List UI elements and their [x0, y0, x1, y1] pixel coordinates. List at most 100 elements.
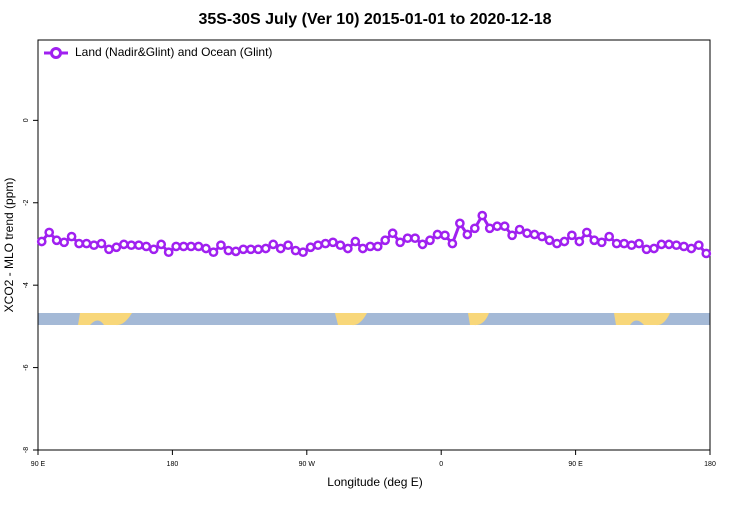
- x-tick-label: 90 E: [568, 461, 583, 468]
- x-tick-label: 90 E: [31, 461, 46, 468]
- point: [357, 243, 368, 254]
- point: [499, 221, 510, 232]
- legend: Land (Nadir&Glint) and Ocean (Glint): [44, 45, 272, 59]
- point: [432, 229, 443, 240]
- point: [641, 244, 652, 255]
- point: [395, 237, 405, 248]
- point: [163, 247, 174, 258]
- point: [455, 218, 465, 229]
- point: [634, 238, 644, 249]
- land-patch: [78, 313, 132, 326]
- point: [119, 239, 129, 250]
- point: [126, 240, 137, 251]
- point: [469, 223, 480, 234]
- point: [156, 239, 167, 250]
- point: [104, 244, 114, 255]
- point: [141, 241, 152, 252]
- x-tick-label: 90 W: [299, 461, 316, 468]
- point: [544, 235, 555, 246]
- point: [96, 238, 107, 249]
- point: [365, 241, 376, 252]
- point: [559, 236, 570, 247]
- point: [589, 235, 600, 246]
- point: [410, 233, 420, 244]
- point: [245, 244, 256, 255]
- plot-frame: [37, 39, 711, 451]
- point: [686, 243, 697, 254]
- point: [626, 240, 637, 251]
- point: [81, 238, 92, 249]
- x-tick-label: 180: [167, 461, 179, 468]
- point: [529, 229, 540, 240]
- point: [656, 239, 667, 250]
- point: [44, 227, 55, 238]
- y-tick-label: -8: [23, 447, 30, 453]
- point: [387, 228, 398, 239]
- point: [701, 248, 712, 259]
- point: [649, 243, 659, 254]
- point: [417, 239, 428, 250]
- point: [581, 227, 592, 238]
- x-tick-label: 180: [704, 461, 716, 468]
- point: [335, 240, 346, 251]
- point: [133, 240, 144, 251]
- point: [507, 230, 517, 241]
- point: [693, 240, 704, 251]
- y-axis-label: XCO2 - MLO trend (ppm): [2, 178, 16, 313]
- point: [350, 236, 361, 247]
- point: [283, 240, 293, 251]
- y-tick-label: 0: [23, 118, 30, 122]
- point: [552, 238, 562, 249]
- point: [201, 243, 211, 254]
- point: [231, 246, 241, 257]
- point: [74, 238, 84, 249]
- legend-marker: [50, 47, 62, 59]
- point: [260, 243, 271, 254]
- land-ocean-strip: [38, 313, 710, 326]
- point: [596, 237, 607, 248]
- point: [671, 240, 682, 251]
- ocean-band: [38, 313, 710, 325]
- point: [298, 247, 308, 258]
- point: [216, 240, 226, 251]
- point: [320, 238, 331, 249]
- y-tick-label: -2: [23, 200, 30, 206]
- point: [611, 238, 622, 249]
- land-patch: [614, 313, 670, 326]
- point: [223, 245, 234, 256]
- point: [679, 241, 689, 252]
- point: [313, 240, 323, 251]
- point: [402, 233, 413, 244]
- point: [447, 238, 458, 249]
- point: [462, 229, 473, 240]
- point: [567, 230, 577, 241]
- point: [186, 241, 196, 252]
- point: [171, 241, 181, 252]
- y-tick-label: -6: [23, 364, 30, 370]
- legend-label: Land (Nadir&Glint) and Ocean (Glint): [75, 45, 272, 59]
- point: [89, 240, 99, 251]
- point: [268, 239, 279, 250]
- point: [619, 238, 629, 249]
- point: [208, 247, 219, 258]
- chart-title: 35S-30S July (Ver 10) 2015-01-01 to 2020…: [198, 11, 551, 28]
- point: [328, 237, 338, 248]
- point: [36, 236, 47, 247]
- point: [275, 243, 286, 254]
- point: [59, 237, 69, 248]
- point: [484, 223, 495, 234]
- point: [193, 241, 204, 252]
- point: [51, 235, 62, 246]
- point: [238, 244, 249, 255]
- point: [522, 228, 532, 239]
- point: [305, 242, 316, 253]
- point: [440, 230, 450, 241]
- point: [492, 221, 503, 232]
- point: [380, 235, 391, 246]
- point: [574, 236, 585, 247]
- land-patch: [468, 313, 489, 326]
- point: [537, 231, 547, 242]
- point: [372, 241, 383, 252]
- point: [664, 239, 674, 250]
